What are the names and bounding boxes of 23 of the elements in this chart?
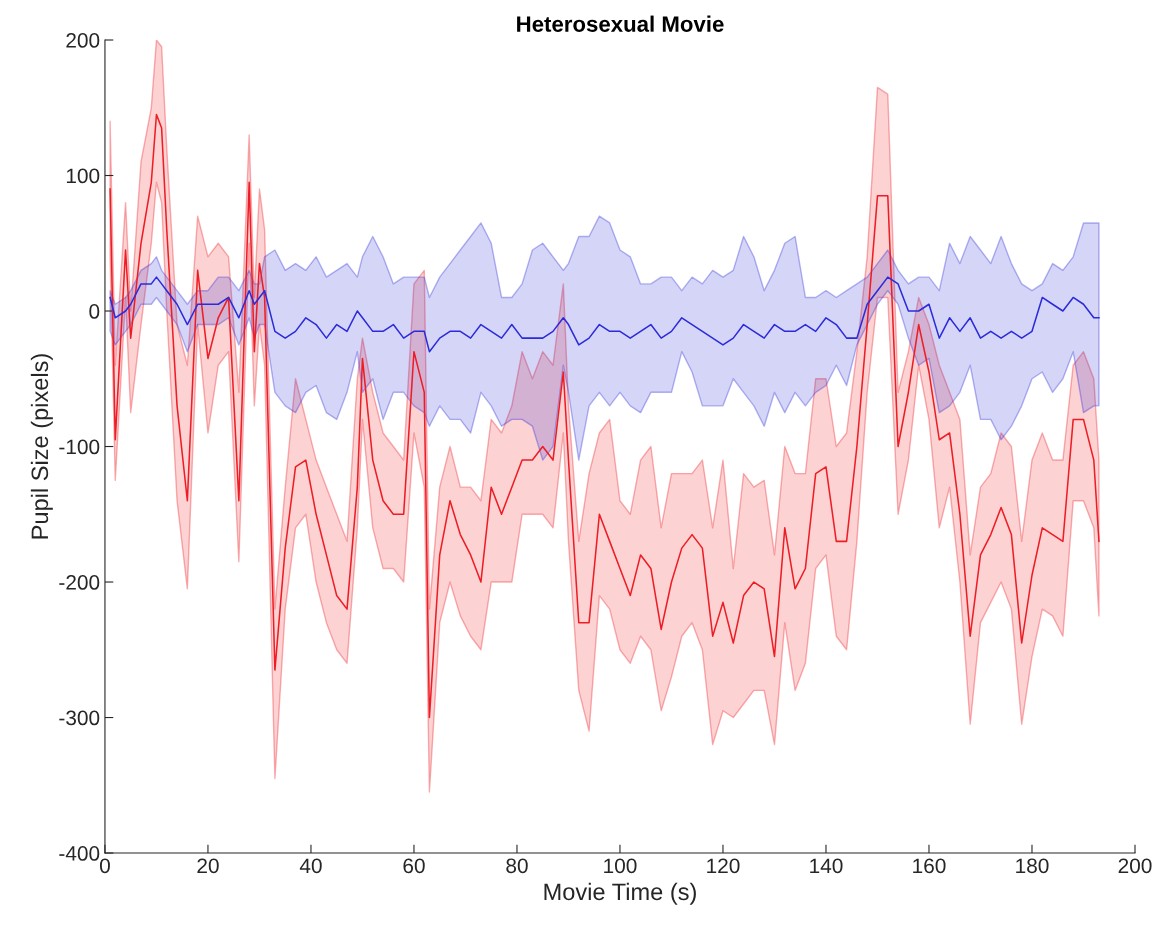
y-tick-label: 0: [89, 304, 100, 319]
y-tick-label: 100: [66, 168, 100, 184]
x-tick-label: 40: [299, 858, 322, 874]
x-tick-label: 120: [707, 858, 740, 874]
line-series: [109, 113, 1100, 719]
chart-title: Heterosexual Movie: [517, 15, 724, 32]
y-tick-label: -200: [59, 575, 100, 590]
y-tick-label: 200: [66, 33, 100, 48]
x-tick-label: 20: [197, 858, 219, 874]
x-tick-label: 140: [810, 858, 843, 874]
y-axis-title: Pupil Size (pixels): [30, 354, 53, 539]
x-tick-label: 80: [506, 858, 528, 874]
x-tick-label: 200: [1118, 858, 1152, 874]
x-tick-label: 0: [99, 858, 110, 874]
x-tick-label: 60: [403, 858, 425, 874]
x-tick-label: 160: [913, 858, 946, 874]
line-series: [109, 276, 1100, 353]
y-tick-label: -400: [59, 846, 100, 861]
x-tick-label: 180: [1016, 858, 1049, 874]
x-tick-label: 100: [604, 858, 637, 874]
y-tick-label: -100: [59, 439, 100, 455]
x-axis-title: Movie Time (s): [544, 882, 696, 905]
y-tick-label: -300: [59, 710, 100, 726]
